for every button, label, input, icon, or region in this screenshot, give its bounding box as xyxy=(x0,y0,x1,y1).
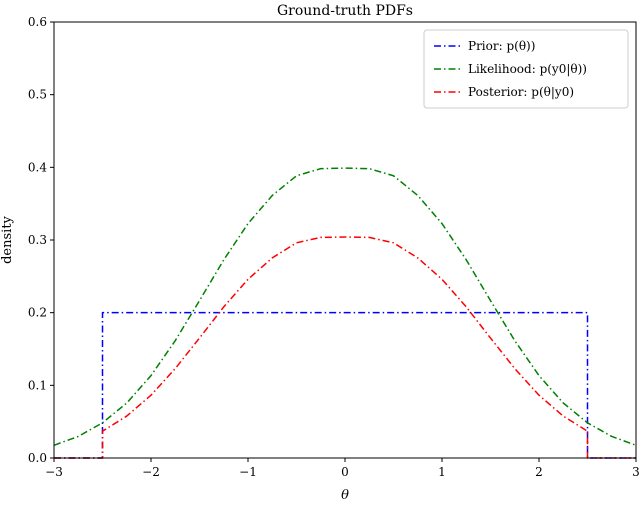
y-tick-label: 0.2 xyxy=(28,306,47,320)
y-tick-label: 0.3 xyxy=(28,233,47,247)
y-tick-label: 0.4 xyxy=(28,160,47,174)
x-tick-label: 3 xyxy=(632,465,640,479)
x-tick-label: −2 xyxy=(142,465,160,479)
series-line-likelihood xyxy=(53,167,637,446)
x-tick-label: −1 xyxy=(239,465,257,479)
legend-label-prior: Prior: p(θ)) xyxy=(468,39,535,53)
x-axis-label: θ xyxy=(341,488,349,503)
legend-box xyxy=(423,29,629,109)
chart-title: Ground-truth PDFs xyxy=(277,3,413,19)
y-axis-label: density xyxy=(0,215,15,263)
x-tick-label: −3 xyxy=(45,465,63,479)
plot-frame xyxy=(53,21,637,459)
y-tick-label: 0.5 xyxy=(28,88,47,102)
series-line-prior xyxy=(54,311,636,459)
y-tick-label: 0.6 xyxy=(28,15,47,29)
x-tick-label: 1 xyxy=(438,465,446,479)
series-layer xyxy=(53,167,637,459)
x-tick-label: 0 xyxy=(341,465,349,479)
x-tick-label: 2 xyxy=(535,465,543,479)
y-tick-label: 0.1 xyxy=(28,378,47,392)
legend-label-likelihood: Likelihood: p(y0|θ)) xyxy=(468,62,587,76)
legend: Prior: p(θ)) Likelihood: p(y0|θ)) Posterio… xyxy=(423,29,629,109)
legend-label-posterior: Posterior: p(θ|y0) xyxy=(468,85,574,99)
y-tick-label: 0.0 xyxy=(28,451,47,465)
series-line-posterior xyxy=(54,236,636,459)
ticks-layer: −3 −2 −1 0 1 2 3 0.0 0.1 0.2 0.3 0.4 0.5 0.6 xyxy=(28,15,640,479)
